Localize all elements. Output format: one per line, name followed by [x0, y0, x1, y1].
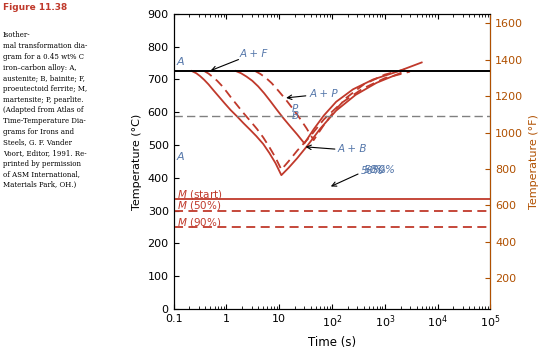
Text: $M$ (start): $M$ (start): [177, 188, 223, 201]
X-axis label: Time (s): Time (s): [308, 336, 356, 349]
Text: $M$ (50%): $M$ (50%): [177, 199, 222, 213]
Y-axis label: Temperature (°C): Temperature (°C): [132, 113, 142, 209]
Text: 50%: 50%: [361, 165, 384, 176]
Y-axis label: Temperature (°F): Temperature (°F): [529, 114, 539, 209]
Text: A + P: A + P: [310, 89, 338, 98]
Text: A + F: A + F: [240, 49, 268, 59]
Text: $M$ (90%): $M$ (90%): [177, 216, 222, 229]
Text: −50%: −50%: [364, 165, 396, 175]
Text: A + B: A + B: [338, 143, 368, 154]
Text: P: P: [291, 104, 298, 114]
Text: B: B: [291, 111, 299, 121]
Text: Isother-
mal transformation dia-
gram for a 0.45 wt% C
iron–carbon alloy: A,
aus: Isother- mal transformation dia- gram fo…: [3, 31, 87, 189]
Text: Figure 11.38: Figure 11.38: [3, 3, 67, 13]
Text: 50%: 50%: [364, 165, 387, 175]
Text: A: A: [177, 152, 185, 162]
Text: A: A: [177, 57, 185, 67]
